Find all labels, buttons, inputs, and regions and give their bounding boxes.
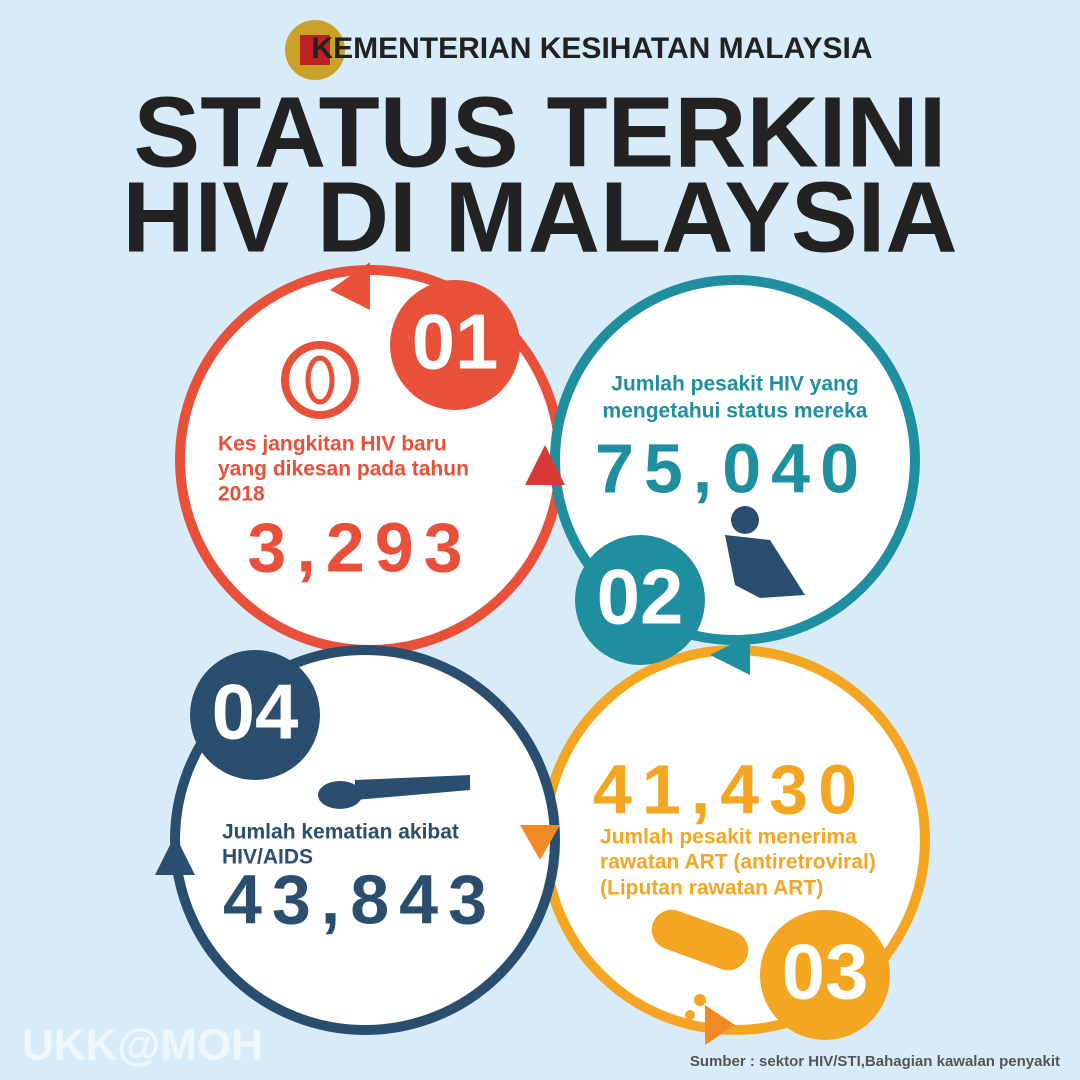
item-value: 3,293 bbox=[247, 508, 472, 586]
person-icon bbox=[725, 506, 805, 598]
arrow bbox=[705, 1005, 735, 1045]
badge-number: 01 bbox=[412, 298, 499, 386]
item-label: Jumlah pesakit HIV yang bbox=[611, 373, 858, 396]
badge bbox=[760, 910, 890, 1040]
title: STATUS TERKINI bbox=[134, 76, 947, 188]
item-label: Jumlah kematian akibat bbox=[222, 821, 459, 844]
ministry: KEMENTERIAN KESIHATAN MALAYSIA bbox=[311, 32, 872, 65]
item-label: Kes jangkitan HIV baru bbox=[218, 433, 447, 456]
item-label: 2018 bbox=[218, 483, 265, 506]
item-value: 41,430 bbox=[593, 750, 867, 828]
item-label: Jumlah pesakit menerima bbox=[600, 826, 857, 849]
badge-number: 02 bbox=[597, 553, 684, 641]
emblem bbox=[285, 20, 345, 80]
arrow bbox=[525, 445, 565, 485]
pill-icon bbox=[651, 909, 749, 1020]
lying-person-icon bbox=[318, 775, 470, 809]
arrow bbox=[710, 635, 750, 675]
title: HIV DI MALAYSIA bbox=[122, 161, 957, 273]
virus-icon bbox=[281, 341, 359, 419]
arrow bbox=[520, 825, 560, 860]
watermark: UKK@MOH bbox=[22, 1021, 263, 1070]
badge-number: 03 bbox=[782, 928, 869, 1016]
source: Sumber : sektor HIV/STI,Bahagian kawalan… bbox=[690, 1053, 1060, 1070]
arrow bbox=[155, 835, 195, 875]
item-label: rawatan ART (antiretroviral) bbox=[600, 851, 876, 874]
item-value: 75,040 bbox=[595, 429, 869, 507]
item-label: mengetahui status mereka bbox=[603, 400, 868, 423]
badge bbox=[190, 650, 320, 780]
badge bbox=[390, 280, 520, 410]
badge-number: 04 bbox=[212, 668, 299, 756]
item-label: (Liputan rawatan ART) bbox=[600, 877, 823, 900]
item-value: 43,843 bbox=[223, 860, 497, 938]
item-label: HIV/AIDS bbox=[222, 846, 313, 869]
arrow bbox=[330, 262, 370, 310]
badge bbox=[575, 535, 705, 665]
item-label: yang dikesan pada tahun bbox=[218, 458, 469, 481]
